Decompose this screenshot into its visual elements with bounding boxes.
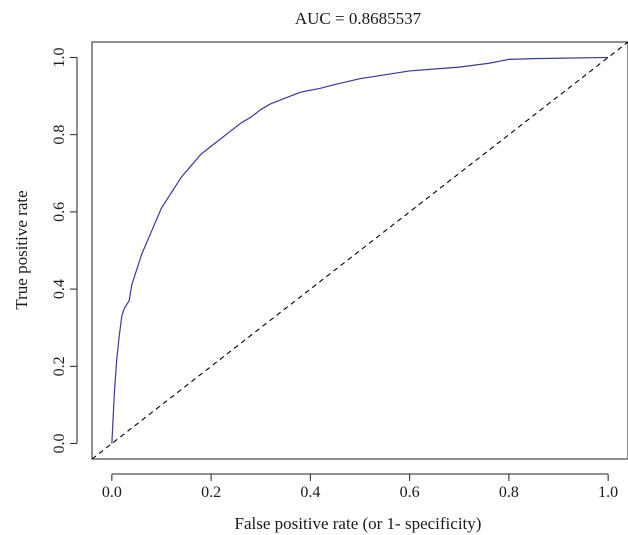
x-tick-label: 0.8 (499, 484, 519, 501)
y-tick-label: 0.4 (51, 279, 68, 299)
y-tick-label: 0.0 (51, 434, 68, 454)
chance-diagonal-line (91, 41, 628, 460)
x-tick-label: 0.0 (102, 484, 122, 501)
y-tick-label: 1.0 (51, 47, 68, 67)
x-tick-label: 0.6 (400, 484, 420, 501)
chart-title: AUC = 0.8685537 (295, 9, 422, 28)
y-tick-label: 0.6 (51, 202, 68, 222)
y-tick-label: 0.2 (51, 356, 68, 376)
x-tick-label: 1.0 (598, 484, 618, 501)
x-tick-label: 0.4 (300, 484, 320, 501)
y-axis: 0.0 0.2 0.4 0.6 0.8 1.0 (51, 47, 78, 454)
y-tick-label: 0.8 (51, 125, 68, 145)
roc-curve-line (111, 56, 609, 444)
x-tick-label: 0.2 (201, 484, 221, 501)
x-axis: 0.0 0.2 0.4 0.6 0.8 1.0 (102, 473, 618, 501)
x-axis-title: False positive rate (or 1- specificity) (235, 514, 482, 533)
y-axis-title: True positive rate (12, 190, 31, 309)
series-layer (91, 41, 628, 460)
plot-frame (91, 41, 628, 460)
